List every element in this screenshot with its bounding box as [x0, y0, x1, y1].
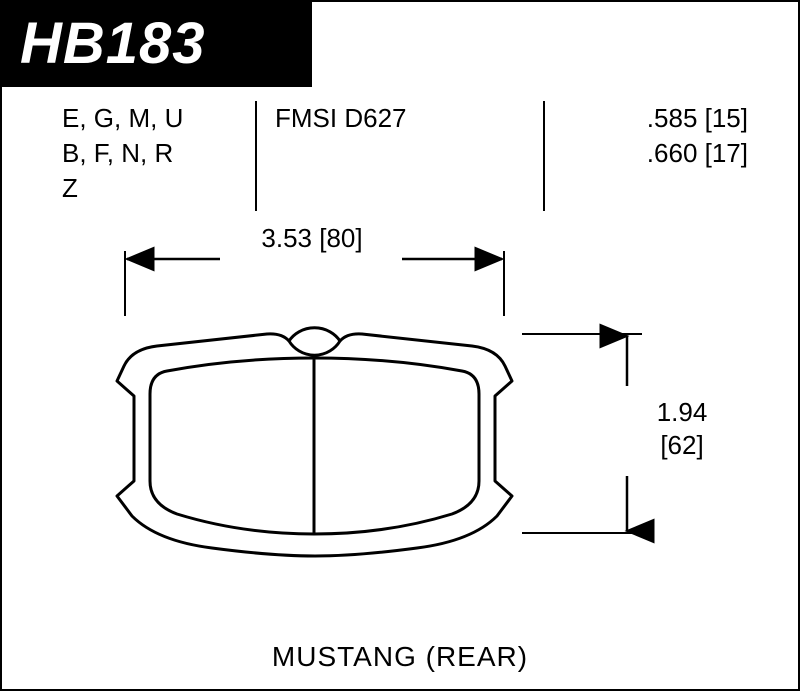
brake-pad-outline [2, 221, 800, 691]
spec-row: E, G, M, U B, F, N, R Z FMSI D627 .585 [… [2, 87, 798, 211]
compounds-line: E, G, M, U [62, 101, 237, 136]
thickness-value: .585 [15] [563, 101, 748, 136]
diagram-area: 3.53 [80] 1.94 [62] [2, 221, 798, 691]
compounds-line: B, F, N, R [62, 136, 237, 171]
divider [255, 101, 257, 211]
header-bar: HB183 [2, 2, 312, 87]
part-number: HB183 [20, 10, 294, 77]
part-name-label: MUSTANG (REAR) [2, 641, 798, 673]
fmsi-column: FMSI D627 [275, 101, 525, 211]
thickness-value: .660 [17] [563, 136, 748, 171]
thickness-column: .585 [15] .660 [17] [563, 101, 768, 211]
fmsi-label: FMSI D627 [275, 101, 525, 136]
divider [543, 101, 545, 211]
compounds-column: E, G, M, U B, F, N, R Z [62, 101, 237, 211]
compounds-line: Z [62, 171, 237, 206]
